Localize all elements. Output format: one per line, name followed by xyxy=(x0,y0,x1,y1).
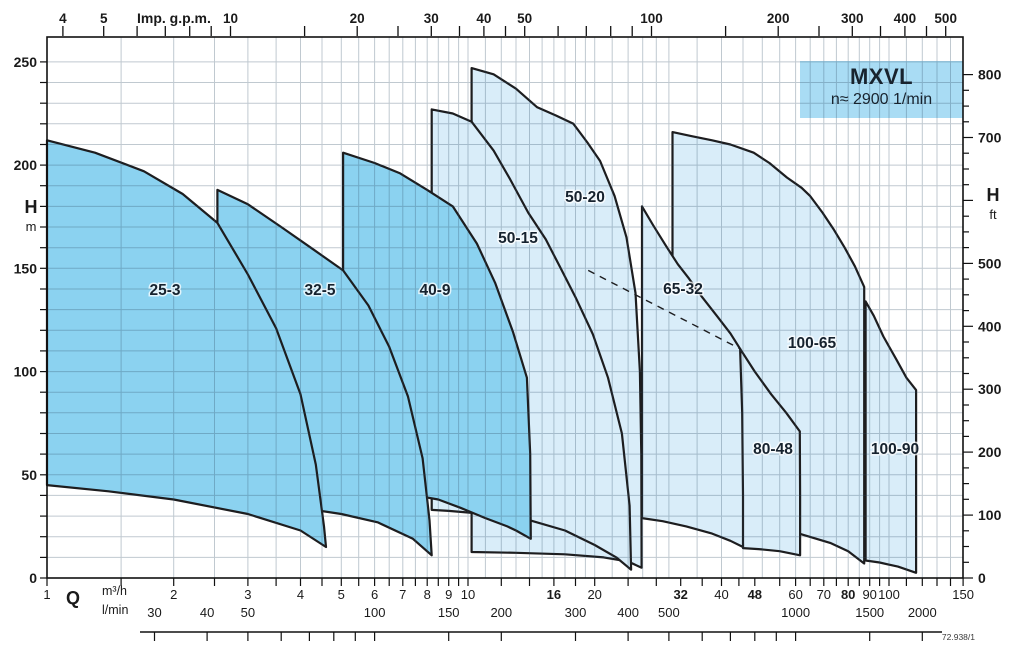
lmin-tick-label: 50 xyxy=(241,605,255,620)
m3h-tick-label: 60 xyxy=(788,587,802,602)
lmin-tick-label: 1000 xyxy=(781,605,810,620)
hm-tick-label: 250 xyxy=(14,54,38,70)
left-axis-title: H m xyxy=(16,196,46,235)
hft-tick-label: 700 xyxy=(978,130,1002,146)
hm-tick-label: 0 xyxy=(29,570,37,586)
lmin-tick-label: 500 xyxy=(658,605,680,620)
hft-tick-label: 100 xyxy=(978,507,1002,523)
m3h-tick-label: 10 xyxy=(461,587,475,602)
m3h-tick-label: 20 xyxy=(587,587,601,602)
series-title-box: MXVL n≈ 2900 1/min xyxy=(800,61,963,118)
region-label-32-5: 32-5 xyxy=(304,282,335,299)
region-label-100-90: 100-90 xyxy=(871,441,919,458)
series-title-bg xyxy=(800,61,963,118)
flow-unit-lmin: l/min xyxy=(102,603,129,617)
lmin-tick-label: 40 xyxy=(200,605,214,620)
m3h-tick-label: 5 xyxy=(338,587,345,602)
hft-tick-label: 500 xyxy=(978,255,1002,271)
m3h-tick-label: 8 xyxy=(424,587,431,602)
m3h-tick-label: 16 xyxy=(547,587,561,602)
lmin-tick-label: 30 xyxy=(147,605,161,620)
region-label-65-32: 65-32 xyxy=(663,281,703,298)
left-axis-symbol: H xyxy=(24,197,38,217)
right-axis-symbol: H xyxy=(986,185,1000,205)
left-axis-unit: m xyxy=(25,218,37,234)
hft-tick-label: 0 xyxy=(978,570,986,586)
right-axis-unit: ft xyxy=(989,207,997,223)
lmin-tick-label: 200 xyxy=(490,605,512,620)
top-axis-unit-label: Imp. g.p.m. xyxy=(137,10,211,26)
m3h-tick-label: 2 xyxy=(170,587,177,602)
m3h-tick-label: 90 xyxy=(862,587,876,602)
lmin-tick-label: 2000 xyxy=(908,605,937,620)
region-label-100-65: 100-65 xyxy=(788,335,837,352)
hft-tick-label: 400 xyxy=(978,318,1002,334)
region-65-32 xyxy=(640,205,745,549)
lmin-tick-label: 1500 xyxy=(855,605,884,620)
hm-tick-label: 200 xyxy=(14,157,38,173)
m3h-tick-label: 100 xyxy=(878,587,900,602)
region-label-50-15: 50-15 xyxy=(498,230,538,247)
m3h-tick-label: 32 xyxy=(673,587,687,602)
series-title: MXVL xyxy=(849,64,914,89)
gpm-tick-label: 100 xyxy=(640,11,663,26)
m3h-tick-label: 150 xyxy=(952,587,974,602)
hft-tick-label: 200 xyxy=(978,444,1002,460)
flow-unit-m3h: m³/h xyxy=(102,584,127,598)
region-25-3 xyxy=(45,139,328,549)
region-label-40-9: 40-9 xyxy=(419,282,450,299)
lmin-tick-label: 400 xyxy=(617,605,639,620)
hft-tick-label: 300 xyxy=(978,381,1002,397)
gpm-tick-label: 30 xyxy=(424,11,439,26)
plot-border xyxy=(46,36,964,579)
hm-tick-label: 50 xyxy=(21,467,37,483)
m3h-tick-label: 40 xyxy=(714,587,728,602)
flow-axis-symbol: Q xyxy=(66,588,81,608)
gpm-tick-label: 4 xyxy=(59,11,67,26)
m3h-tick-label: 1 xyxy=(43,587,50,602)
lmin-tick-label: 100 xyxy=(364,605,386,620)
grid-lines xyxy=(47,37,963,578)
hft-tick-label: 800 xyxy=(978,67,1002,83)
drawing-number: 72.938/1 xyxy=(941,632,975,642)
hm-tick-label: 100 xyxy=(14,364,38,380)
gpm-tick-label: 50 xyxy=(517,11,532,26)
m3h-tick-label: 6 xyxy=(371,587,378,602)
m3h-tick-label: 48 xyxy=(748,587,762,602)
gpm-tick-label: 300 xyxy=(841,11,864,26)
dashed-guide-line xyxy=(587,269,741,350)
series-speed: n≈ 2900 1/min xyxy=(830,91,933,108)
region-label-80-48: 80-48 xyxy=(753,441,793,458)
gpm-tick-label: 400 xyxy=(894,11,917,26)
hm-tick-label: 150 xyxy=(14,260,38,276)
m3h-tick-label: 9 xyxy=(445,587,452,602)
m3h-tick-label: 70 xyxy=(817,587,831,602)
region-label-50-20: 50-20 xyxy=(565,189,605,206)
m3h-tick-label: 80 xyxy=(841,587,855,602)
region-80-48 xyxy=(739,347,802,557)
m3h-tick-label: 7 xyxy=(399,587,406,602)
m3h-tick-label: 3 xyxy=(244,587,251,602)
gpm-tick-label: 10 xyxy=(223,11,238,26)
right-axis-title: H ft xyxy=(976,184,1010,224)
gpm-tick-label: 500 xyxy=(934,11,957,26)
lmin-tick-label: 150 xyxy=(438,605,460,620)
m3h-tick-label: 4 xyxy=(297,587,304,602)
region-label-25-3: 25-3 xyxy=(149,282,180,299)
gpm-tick-label: 20 xyxy=(350,11,365,26)
lmin-tick-label: 300 xyxy=(565,605,587,620)
gpm-tick-label: 200 xyxy=(767,11,790,26)
region-100-90 xyxy=(864,300,918,574)
gpm-tick-label: 40 xyxy=(476,11,491,26)
gpm-tick-label: 5 xyxy=(100,11,108,26)
